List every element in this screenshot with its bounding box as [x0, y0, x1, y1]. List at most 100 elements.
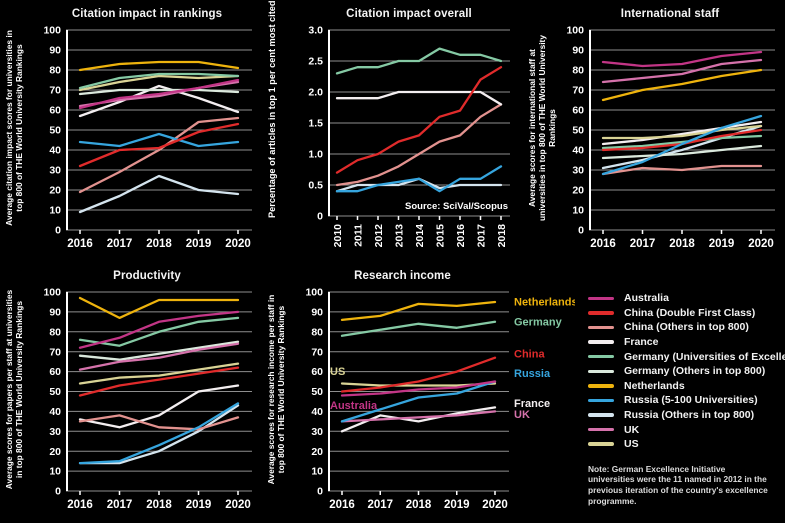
chart-title: Citation impact overall	[346, 8, 472, 20]
series-China (Double First Class)	[78, 366, 240, 397]
svg-text:40: 40	[572, 145, 584, 157]
svg-text:2019: 2019	[444, 499, 470, 511]
series-Germany (Universities of Excellence)	[78, 316, 240, 347]
svg-text:30: 30	[49, 165, 61, 177]
svg-text:60: 60	[572, 105, 584, 117]
chart-panel-citation-impact-overall: Citation impact overall Percentage of ar…	[262, 0, 524, 262]
svg-text:2018: 2018	[496, 224, 508, 248]
series-Netherlands	[601, 68, 763, 102]
svg-text:10: 10	[49, 466, 61, 478]
svg-text:2017: 2017	[475, 224, 487, 248]
svg-text:2016: 2016	[590, 238, 616, 250]
series-Russia (5-100 Universities)	[601, 114, 763, 176]
svg-text:2017: 2017	[367, 499, 393, 511]
series-lines	[340, 300, 497, 433]
legend-swatch	[588, 413, 614, 417]
svg-text:10: 10	[572, 205, 584, 217]
svg-text:2013: 2013	[393, 224, 405, 248]
svg-text:0: 0	[578, 225, 584, 237]
svg-text:70: 70	[49, 85, 61, 97]
svg-text:50: 50	[49, 386, 61, 398]
legend-label: UK	[624, 423, 640, 436]
svg-text:2016: 2016	[67, 499, 93, 511]
svg-text:20: 20	[49, 185, 61, 197]
svg-text:90: 90	[572, 45, 584, 57]
svg-text:2.0: 2.0	[308, 87, 323, 99]
svg-text:2018: 2018	[406, 499, 432, 511]
svg-text:2020: 2020	[225, 499, 251, 511]
series-Germany (Others in top 800)	[601, 144, 763, 160]
svg-text:90: 90	[49, 307, 61, 319]
svg-text:70: 70	[572, 85, 584, 97]
gridlines	[66, 29, 252, 231]
series-China (Others in top 800)	[78, 116, 240, 194]
series-US	[78, 362, 240, 385]
svg-text:70: 70	[311, 346, 323, 358]
svg-text:80: 80	[49, 65, 61, 77]
series-Germany (Universities of Excellence)	[78, 72, 240, 90]
legend-swatch	[588, 325, 614, 330]
svg-text:2018: 2018	[146, 499, 172, 511]
svg-text:1.0: 1.0	[308, 149, 323, 161]
series-Netherlands	[340, 300, 497, 322]
legend-swatch	[588, 296, 614, 301]
series-France	[335, 90, 503, 106]
svg-text:3.0: 3.0	[308, 25, 323, 37]
series-Russia (Others in top 800)	[78, 404, 240, 465]
legend-label: Netherlands	[624, 379, 685, 392]
legend-item: Germany (Others in top 800)	[588, 364, 782, 379]
svg-text:60: 60	[49, 105, 61, 117]
y-tick-labels: 0 0.5 1.0 1.5 2.0 2.5 3.0	[308, 25, 323, 223]
legend-item: China (Double First Class)	[588, 306, 782, 321]
x-tick-labels: 2016 2017 2018 2019 2020	[329, 491, 508, 511]
inline-label-Germany: Germany	[514, 316, 563, 328]
y-tick-labels: 0 10 20 30 40 50 60 70 80 90 100	[43, 287, 61, 498]
inline-label-Russia: Russia	[514, 368, 551, 380]
svg-text:2016: 2016	[455, 224, 467, 248]
legend-swatch	[588, 442, 614, 446]
series-Germany (Others in top 800)	[78, 88, 240, 96]
svg-text:60: 60	[49, 366, 61, 378]
svg-text:50: 50	[572, 125, 584, 137]
svg-text:50: 50	[311, 386, 323, 398]
svg-text:20: 20	[311, 446, 323, 458]
series-Russia	[340, 380, 497, 423]
legend-item: Germany (Universities of Excellence)	[588, 349, 785, 364]
series-Russia (5-100 Universities)	[78, 132, 240, 148]
series-Australia	[78, 78, 240, 110]
svg-text:60: 60	[311, 366, 323, 378]
svg-text:100: 100	[43, 25, 61, 37]
svg-text:2015: 2015	[434, 224, 446, 248]
svg-text:2016: 2016	[329, 499, 355, 511]
legend-item: US	[588, 437, 782, 452]
legend-label: US	[624, 438, 639, 451]
legend-swatch	[588, 384, 614, 388]
legend-swatch	[588, 311, 614, 315]
series-China (Others in top 800)	[335, 103, 503, 187]
svg-text:0: 0	[55, 225, 61, 237]
svg-text:20: 20	[572, 185, 584, 197]
series-US	[78, 74, 240, 92]
series-lines	[78, 60, 240, 214]
series-Netherlands	[78, 60, 240, 72]
y-tick-labels: 0 10 20 30 40 50 60 70 80 90 100	[566, 25, 584, 237]
svg-text:20: 20	[49, 446, 61, 458]
chart-panel-research-income: Research income Average scores for resea…	[262, 262, 575, 523]
legend-note: Note: German Excellence Initiative unive…	[588, 463, 768, 507]
svg-text:70: 70	[49, 346, 61, 358]
series-lines	[335, 47, 503, 193]
series-Russia (5-100 Universities)	[335, 165, 503, 193]
x-tick-labels: 2010 2011 2012 2013 2014 2015 2016 2017 2018	[332, 216, 508, 247]
inline-label-China: China	[514, 348, 545, 360]
svg-text:2020: 2020	[482, 499, 508, 511]
svg-text:2017: 2017	[107, 499, 133, 511]
inline-label-Netherlands: Netherlands	[514, 297, 575, 309]
legend-label: Germany (Others in top 800)	[624, 365, 766, 378]
svg-text:40: 40	[49, 406, 61, 418]
series-China (Others in top 800)	[601, 164, 763, 176]
series-Russia (5-100 Universities)	[78, 402, 240, 465]
